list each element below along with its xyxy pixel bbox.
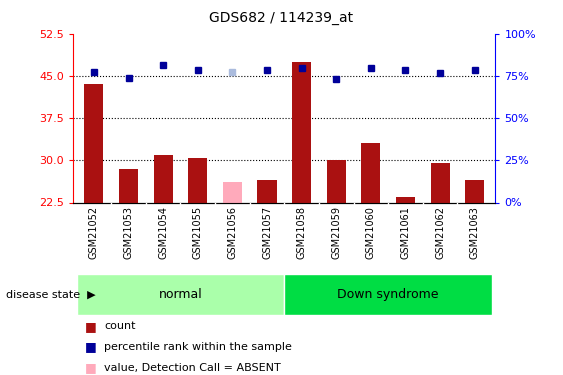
Text: GSM21059: GSM21059 <box>331 206 341 259</box>
Text: Down syndrome: Down syndrome <box>337 288 439 301</box>
Text: GSM21055: GSM21055 <box>193 206 203 259</box>
Text: GSM21062: GSM21062 <box>435 206 445 259</box>
Bar <box>284 274 492 315</box>
Bar <box>431 163 450 202</box>
Text: ■: ■ <box>84 361 96 374</box>
Bar <box>223 182 242 203</box>
Text: count: count <box>104 321 136 331</box>
Bar <box>84 84 104 203</box>
Text: GSM21060: GSM21060 <box>366 206 376 259</box>
Text: value, Detection Call = ABSENT: value, Detection Call = ABSENT <box>104 363 281 372</box>
Text: percentile rank within the sample: percentile rank within the sample <box>104 342 292 352</box>
Bar <box>465 180 484 203</box>
Text: GSM21061: GSM21061 <box>400 206 410 259</box>
Bar <box>188 158 207 203</box>
Bar <box>77 274 284 315</box>
Text: disease state  ▶: disease state ▶ <box>6 290 95 299</box>
Bar <box>396 197 415 202</box>
Bar <box>257 180 276 203</box>
Text: GSM21063: GSM21063 <box>470 206 480 259</box>
Text: ■: ■ <box>84 320 96 333</box>
Bar <box>154 154 173 203</box>
Text: GSM21053: GSM21053 <box>123 206 133 259</box>
Text: GSM21058: GSM21058 <box>297 206 307 259</box>
Text: GSM21054: GSM21054 <box>158 206 168 259</box>
Text: GSM21056: GSM21056 <box>227 206 238 259</box>
Text: normal: normal <box>159 288 202 301</box>
Text: ■: ■ <box>84 340 96 353</box>
Text: GSM21052: GSM21052 <box>89 206 99 259</box>
Bar <box>327 160 346 202</box>
Text: GSM21057: GSM21057 <box>262 206 272 259</box>
Bar <box>119 169 138 202</box>
Bar <box>361 144 381 202</box>
Text: GDS682 / 114239_at: GDS682 / 114239_at <box>209 11 354 25</box>
Bar <box>292 62 311 202</box>
